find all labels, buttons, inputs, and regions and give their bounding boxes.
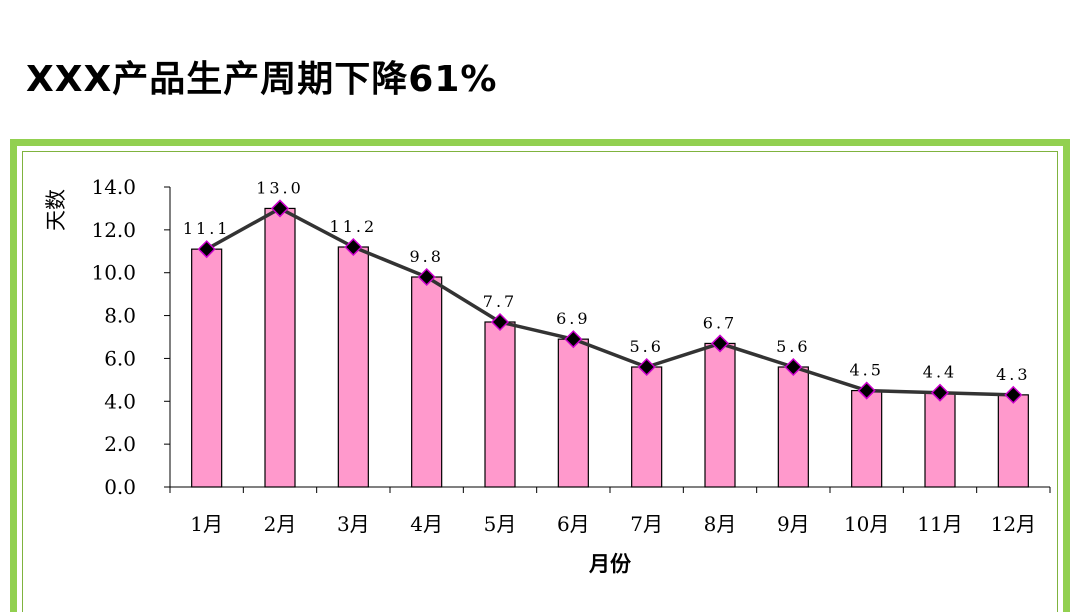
bar	[924, 392, 956, 488]
data-point-marker	[490, 312, 510, 332]
bar	[191, 248, 223, 488]
data-point-marker	[857, 381, 876, 400]
bar-series	[191, 207, 1029, 488]
x-tick-label: 2月	[264, 512, 297, 536]
x-tick-label: 10月	[844, 512, 889, 536]
data-point-marker	[270, 199, 290, 218]
bar	[704, 342, 736, 488]
x-tick-label: 12月	[991, 512, 1036, 536]
data-labels: 11.1 13.0 11.2 9.8 7.7 6.9 5.6 6.7 5.6 4.5 4.4 4.3	[183, 178, 1030, 384]
slide-title: XXX产品生产周期下降61%	[26, 59, 498, 100]
line-series	[197, 199, 1023, 404]
data-label: 11.1	[183, 219, 231, 238]
data-point-marker	[710, 334, 730, 353]
data-label: 5.6	[776, 337, 810, 356]
bar	[264, 207, 296, 488]
x-tick-label: 7月	[630, 512, 663, 536]
x-tick-label: 3月	[337, 512, 370, 536]
x-tick-label: 11月	[917, 512, 962, 536]
chart-axes: 0.0 2.0 4.0 6.0 8.0 10.0 12.0 14.0 1月 2月 3月 4月 5月 6月 7…	[91, 175, 1051, 536]
data-point-marker	[197, 240, 216, 259]
data-label: 4.3	[996, 365, 1030, 384]
y-tick-label: 14.0	[91, 175, 136, 199]
y-tick-label: 10.0	[91, 261, 136, 285]
data-label: 6.9	[556, 309, 590, 328]
trend-line	[205, 206, 1014, 397]
data-label: 5.6	[629, 337, 663, 356]
y-tick-label: 4.0	[104, 389, 136, 413]
data-point-marker	[417, 267, 436, 287]
data-label: 7.7	[483, 292, 517, 311]
data-label: 4.4	[923, 363, 957, 382]
data-point-marker	[637, 357, 656, 377]
bar	[997, 394, 1029, 488]
bar	[337, 246, 369, 488]
data-label: 6.7	[703, 313, 737, 332]
data-point-marker	[344, 237, 363, 257]
chart-frame	[10, 139, 1070, 612]
y-tick-label: 12.0	[91, 218, 136, 242]
x-tick-label: 8月	[704, 512, 737, 536]
data-label: 4.5	[849, 361, 883, 380]
data-label: 9.8	[409, 247, 443, 266]
y-tick-label: 0.0	[104, 475, 136, 499]
bar	[851, 389, 883, 488]
data-point-marker	[1004, 385, 1023, 404]
x-axis-title: 月份	[588, 552, 632, 576]
x-tick-label: 5月	[484, 512, 517, 536]
data-point-marker	[930, 383, 950, 402]
y-axis-title: 天数	[44, 189, 68, 231]
data-point-marker	[564, 330, 583, 349]
bar	[631, 366, 663, 488]
y-tick-label: 6.0	[104, 346, 136, 370]
y-tick-label: 8.0	[104, 304, 136, 328]
data-point-marker	[784, 357, 803, 377]
x-tick-label: 4月	[410, 512, 443, 536]
x-tick-label: 9月	[777, 512, 810, 536]
bar	[411, 276, 443, 488]
bar	[777, 366, 809, 488]
bar	[484, 321, 516, 488]
bar	[557, 338, 589, 488]
y-tick-label: 2.0	[104, 432, 136, 456]
data-label: 13.0	[256, 178, 304, 197]
x-tick-label: 6月	[557, 512, 590, 536]
x-tick-label: 1月	[190, 512, 223, 536]
data-label: 11.2	[330, 217, 378, 236]
